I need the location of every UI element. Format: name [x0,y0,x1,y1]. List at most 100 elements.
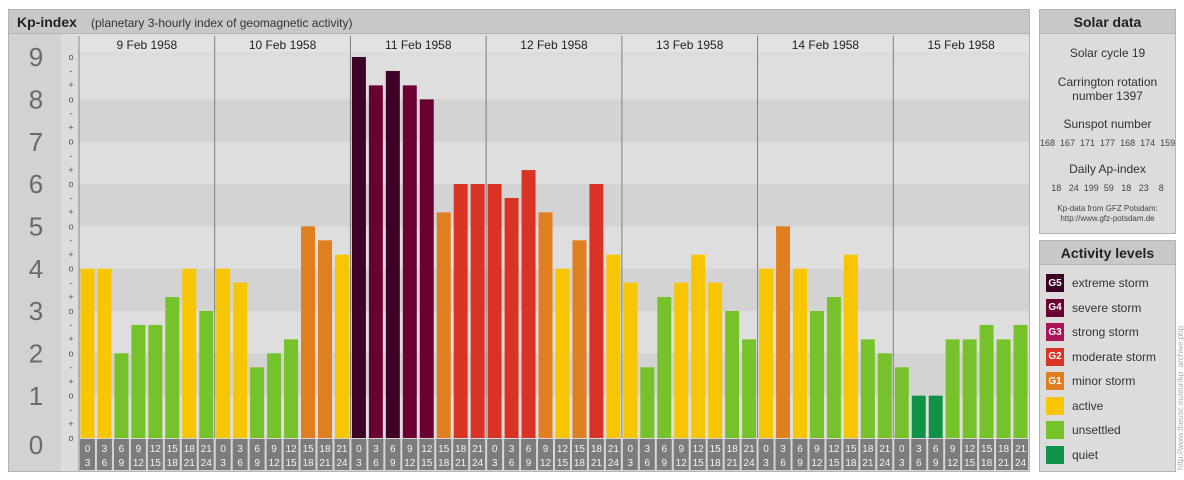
sunspot-title: Sunspot number [1063,117,1152,131]
interval-box [555,439,570,470]
interval-end-label: 3 [763,458,769,469]
kp-bar [894,367,909,438]
interval-start-label: 3 [916,444,922,455]
y-minor-mark: + [68,334,73,344]
y-tick-label: 5 [29,212,43,242]
interval-start-label: 21 [879,444,891,455]
interval-end-label: 21 [591,458,603,469]
activity-level-swatch: G5 [1046,274,1064,292]
y-minor-mark: o [68,264,73,274]
solar-data-title: Solar data [1073,14,1142,30]
interval-start-label: 9 [543,444,549,455]
y-minor-mark: o [68,391,73,401]
interval-end-label: 3 [899,458,905,469]
interval-box [215,439,231,470]
interval-start-label: 18 [862,444,874,455]
interval-box [283,439,299,470]
interval-box [470,439,486,470]
interval-box [707,439,723,470]
kp-bar [351,57,366,438]
y-tick-label: 0 [29,430,43,460]
interval-box [487,439,503,470]
interval-end-label: 15 [421,458,433,469]
day-label: 14 Feb 1958 [792,38,860,52]
interval-end-label: 24 [472,458,484,469]
date-header-row [79,36,1029,52]
kp-bar [419,99,434,438]
interval-start-label: 0 [85,444,91,455]
interval-end-label: 6 [509,458,515,469]
interval-box [928,439,944,470]
interval-start-label: 21 [608,444,620,455]
interval-start-label: 0 [899,444,905,455]
interval-end-label: 3 [356,458,362,469]
y-minor-mark: + [68,419,73,429]
kp-bar [216,268,231,438]
interval-end-label: 15 [693,458,705,469]
chart-header: Kp-index (planetary 3-hourly index of ge… [9,10,1029,34]
kp-bar [131,324,146,438]
y-minor-mark: + [68,80,73,90]
interval-box [113,439,129,470]
activity-level-swatch [1046,421,1064,439]
y-minor-mark: - [70,193,73,203]
interval-box [232,439,248,470]
activity-levels-header: Activity levels [1040,241,1175,265]
interval-end-label: 9 [933,458,939,469]
interval-box [368,439,384,470]
interval-start-label: 15 [438,444,450,455]
interval-start-label: 12 [557,444,569,455]
interval-end-label: 21 [998,458,1010,469]
activity-level-label: quiet [1072,447,1099,462]
solar-cycle: Solar cycle 19 [1069,46,1146,60]
interval-end-label: 6 [102,458,108,469]
interval-box [198,439,214,470]
interval-box [758,439,774,470]
interval-start-label: 3 [509,444,515,455]
interval-start-label: 15 [302,444,314,455]
kp-bar [877,353,892,438]
interval-end-label: 18 [302,458,314,469]
interval-start-label: 6 [254,444,260,455]
interval-box [945,439,961,470]
interval-start-label: 12 [693,444,705,455]
y-minor-mark: - [70,235,73,245]
kp-bar [1013,324,1028,438]
interval-start-label: 9 [678,444,684,455]
interval-start-label: 6 [933,444,939,455]
source-line-1: Kp-data from GFZ Potsdam: [1057,204,1158,213]
y-minor-mark: - [70,66,73,76]
kp-bar [555,268,570,438]
interval-end-label: 18 [574,458,586,469]
kp-bar [436,212,451,438]
y-minor-mark: - [70,320,73,330]
interval-box [741,439,757,470]
interval-box [911,439,927,470]
activity-level-label: unsettled [1072,423,1121,437]
kp-bar [742,339,757,438]
interval-end-label: 18 [167,458,179,469]
interval-end-label: 24 [744,458,756,469]
interval-start-label: 6 [526,444,532,455]
kp-bar [334,254,349,438]
y-tick-label: 9 [29,42,43,72]
kp-bar [945,339,960,438]
interval-end-label: 12 [404,458,416,469]
kp-bar [80,268,95,438]
interval-start-label: 3 [102,444,108,455]
carrington-line-2: number 1397 [1072,89,1143,103]
y-tick-label: 1 [29,381,43,411]
interval-end-label: 18 [981,458,993,469]
kp-bar [793,268,807,438]
y-minor-mark: o [68,52,73,62]
interval-box [571,439,587,470]
activity-level-label: strong storm [1072,325,1139,339]
y-minor-mark: - [70,108,73,118]
interval-start-label: 3 [373,444,379,455]
interval-start-label: 6 [661,444,667,455]
interval-box [622,439,638,470]
activity-level-swatch [1046,396,1064,415]
interval-box [164,439,180,470]
interval-start-label: 15 [167,444,179,455]
interval-start-label: 6 [797,444,803,455]
